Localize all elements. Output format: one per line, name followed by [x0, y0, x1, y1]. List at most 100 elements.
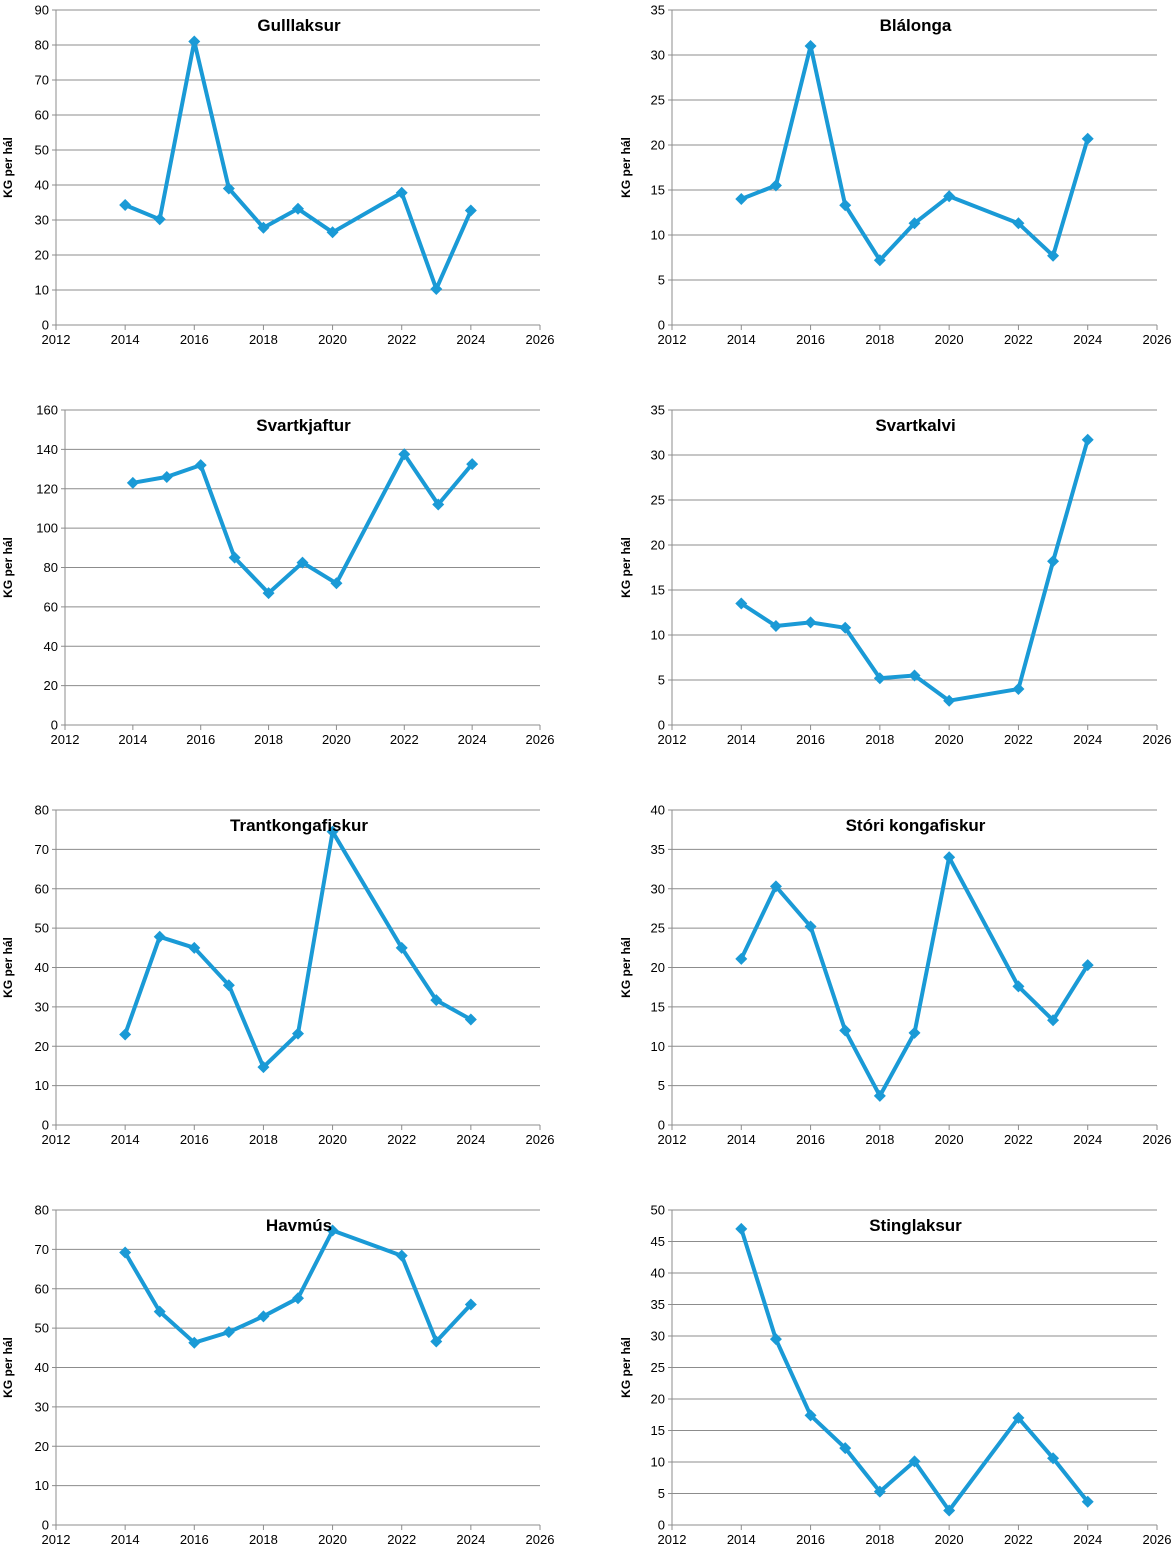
y-tick-label: 10 — [35, 283, 49, 298]
x-tick-label: 2022 — [1004, 1532, 1033, 1547]
data-point — [769, 1333, 782, 1346]
y-tick-label: 0 — [658, 718, 665, 733]
y-axis-label: KG per hál — [1, 537, 15, 598]
y-tick-label: 80 — [44, 560, 58, 575]
data-point — [153, 930, 166, 943]
data-point — [943, 851, 956, 864]
series-line — [739, 855, 1090, 1098]
y-tick-label: 5 — [658, 1078, 665, 1093]
x-tick-label: 2024 — [456, 332, 485, 347]
chart-title: Havmús — [266, 1216, 332, 1235]
y-tick-label: 20 — [35, 1039, 49, 1054]
x-tick-label: 2014 — [111, 332, 140, 347]
y-tick-label: 20 — [651, 138, 665, 153]
chart-title: Stinglaksur — [869, 1216, 962, 1235]
data-point — [1047, 1014, 1060, 1027]
y-tick-label: 80 — [35, 1203, 49, 1218]
y-tick-label: 0 — [42, 1518, 49, 1533]
y-tick-label: 20 — [44, 678, 58, 693]
x-tick-label: 2016 — [180, 332, 209, 347]
data-point — [943, 190, 956, 203]
data-point — [292, 1292, 304, 1305]
chart-panel: 0 20 40 60 80 100 120 140 160 2012 2014 2016 2018 202… — [1, 403, 554, 748]
x-tick-label: 2018 — [865, 1132, 894, 1147]
data-point — [257, 1061, 270, 1074]
x-tick-label: 2026 — [526, 332, 555, 347]
y-tick-label: 25 — [651, 921, 665, 936]
y-axis-label: KG per hál — [1, 937, 15, 998]
x-tick-label: 2026 — [1143, 732, 1172, 747]
y-tick-label: 30 — [35, 213, 49, 228]
data-point — [735, 193, 748, 205]
chart-panel: 0 5 10 15 20 25 30 35 2012 2014 2016 2018 2020 2022 20… — [619, 3, 1171, 348]
x-tick-label: 2016 — [796, 1132, 825, 1147]
y-tick-label: 40 — [651, 803, 665, 818]
x-tick-label: 2026 — [526, 1132, 555, 1147]
x-tick-label: 2020 — [318, 1532, 347, 1547]
data-point — [464, 204, 477, 217]
data-point — [228, 551, 241, 564]
y-tick-label: 40 — [651, 1266, 665, 1281]
data-point — [769, 880, 782, 893]
x-tick-label: 2020 — [318, 332, 347, 347]
data-point — [153, 213, 166, 226]
data-point — [160, 470, 173, 483]
x-tick-label: 2012 — [51, 732, 80, 747]
data-point — [464, 1298, 477, 1311]
y-tick-label: 35 — [651, 3, 665, 18]
x-tick-label: 2026 — [526, 1532, 555, 1547]
y-tick-label: 35 — [651, 1297, 665, 1312]
y-tick-label: 20 — [651, 1392, 665, 1407]
chart-panel: 0 5 10 15 20 25 30 35 2012 2014 2016 2018 2020 2022 20… — [619, 403, 1171, 748]
x-tick-label: 2022 — [387, 332, 416, 347]
data-point — [188, 1336, 201, 1349]
data-point — [873, 1089, 886, 1102]
chart-panel: 0 5 10 15 20 25 30 35 40 2012 2014 2016 2018 2020 2022… — [619, 803, 1171, 1148]
x-tick-label: 2014 — [727, 732, 756, 747]
x-tick-label: 2024 — [1073, 732, 1102, 747]
data-point — [395, 186, 408, 199]
y-tick-label: 30 — [651, 1329, 665, 1344]
y-tick-label: 60 — [35, 881, 49, 896]
y-tick-label: 45 — [651, 1234, 665, 1249]
data-point — [873, 254, 886, 267]
data-point — [466, 458, 479, 471]
y-tick-label: 0 — [658, 1518, 665, 1533]
x-tick-label: 2014 — [727, 332, 756, 347]
x-tick-label: 2024 — [1073, 332, 1102, 347]
data-point — [326, 825, 339, 838]
data-point — [1047, 249, 1060, 262]
y-tick-label: 35 — [651, 403, 665, 418]
data-point — [1012, 1411, 1025, 1424]
data-point — [769, 179, 782, 192]
data-point — [908, 1455, 921, 1468]
y-tick-label: 25 — [651, 1360, 665, 1375]
data-point — [839, 621, 852, 634]
x-tick-label: 2024 — [456, 1532, 485, 1547]
x-tick-label: 2022 — [1004, 732, 1033, 747]
data-point — [326, 226, 339, 239]
x-tick-label: 2018 — [865, 332, 894, 347]
data-point — [804, 1409, 817, 1422]
data-point — [330, 577, 343, 590]
y-tick-label: 0 — [42, 318, 49, 333]
x-tick-label: 2014 — [118, 732, 147, 747]
y-tick-label: 0 — [658, 1118, 665, 1133]
series-line — [739, 44, 1090, 263]
x-tick-label: 2020 — [935, 732, 964, 747]
y-tick-label: 40 — [35, 178, 49, 193]
y-tick-label: 30 — [35, 999, 49, 1014]
x-tick-label: 2024 — [1073, 1132, 1102, 1147]
y-axis-label: KG per hál — [619, 137, 633, 198]
data-point — [873, 1485, 886, 1498]
y-tick-label: 15 — [651, 183, 665, 198]
y-axis-label: KG per hál — [1, 1337, 15, 1398]
y-tick-label: 20 — [35, 248, 49, 263]
x-tick-label: 2020 — [935, 1132, 964, 1147]
data-point — [804, 616, 817, 629]
series-line — [130, 452, 475, 596]
y-tick-label: 80 — [35, 38, 49, 53]
y-tick-label: 30 — [651, 881, 665, 896]
y-tick-label: 15 — [651, 583, 665, 598]
y-tick-label: 20 — [651, 538, 665, 553]
